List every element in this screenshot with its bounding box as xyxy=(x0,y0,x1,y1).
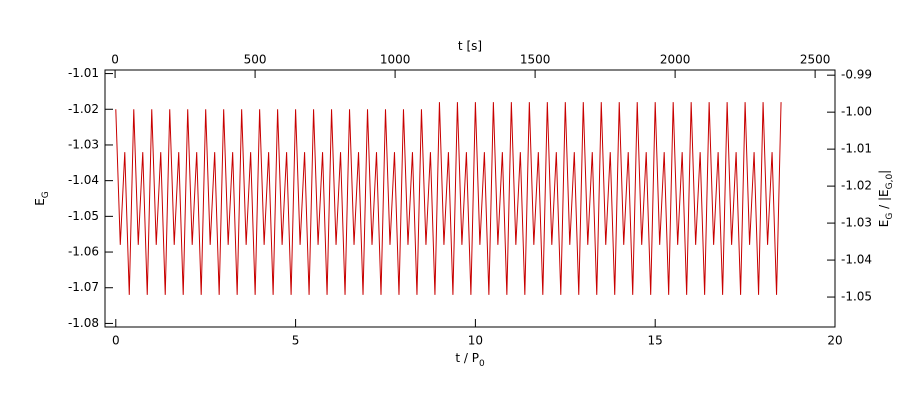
y2-tick-label: -0.99 xyxy=(841,68,872,82)
x-tick-label: 20 xyxy=(827,334,842,348)
y-tick-label: -1.05 xyxy=(68,209,99,223)
y2-tick-label: -1.03 xyxy=(841,216,872,230)
x2-tick-label: 500 xyxy=(244,53,267,67)
y2-tick-label: -1.05 xyxy=(841,290,872,304)
x-axis-label-part: 0 xyxy=(479,359,485,369)
y-axis-label-part: E xyxy=(33,198,47,206)
y2-axis-label-part: E xyxy=(877,220,891,228)
y2-axis-label-part: G xyxy=(885,213,895,220)
x2-tick-label: 2500 xyxy=(800,53,831,67)
y2-axis-label-part: | xyxy=(877,170,891,174)
y2-tick-label: -1.04 xyxy=(841,253,872,267)
x-axis-label-part: t / P xyxy=(455,351,479,365)
y2-axis-label: EG / |EG,0| xyxy=(877,170,895,227)
x-axis-label: t / P0 xyxy=(455,351,485,369)
data-line xyxy=(115,102,782,295)
y2-tick-label: -1.00 xyxy=(841,105,872,119)
x-tick-label: 5 xyxy=(292,334,300,348)
x2-axis-label: t [s] xyxy=(458,39,482,53)
x-tick-label: 10 xyxy=(468,334,483,348)
x2-tick-label: 2000 xyxy=(660,53,691,67)
y2-tick-label: -1.01 xyxy=(841,142,872,156)
x-tick-label: 0 xyxy=(112,334,120,348)
y-axis-label-part: G xyxy=(41,191,51,198)
x2-axis-label-part: t [s] xyxy=(458,39,482,53)
y-tick-label: -1.03 xyxy=(68,137,99,151)
plot-frame xyxy=(104,69,836,328)
y-tick-label: -1.06 xyxy=(68,245,99,259)
y-tick-label: -1.08 xyxy=(68,316,99,330)
y2-axis-label-part: G,0 xyxy=(885,174,895,190)
y-tick-label: -1.01 xyxy=(68,66,99,80)
y2-tick-label: -1.02 xyxy=(841,179,872,193)
x-tick-label: 15 xyxy=(648,334,663,348)
y-axis-label: EG xyxy=(33,191,51,206)
x2-tick-label: 0 xyxy=(111,53,119,67)
x2-tick-label: 1000 xyxy=(380,53,411,67)
y-tick-label: -1.04 xyxy=(68,173,99,187)
y-tick-label: -1.07 xyxy=(68,280,99,294)
y-tick-label: -1.02 xyxy=(68,102,99,116)
x2-tick-label: 1500 xyxy=(520,53,551,67)
y2-axis-label-part: / |E xyxy=(877,189,891,212)
